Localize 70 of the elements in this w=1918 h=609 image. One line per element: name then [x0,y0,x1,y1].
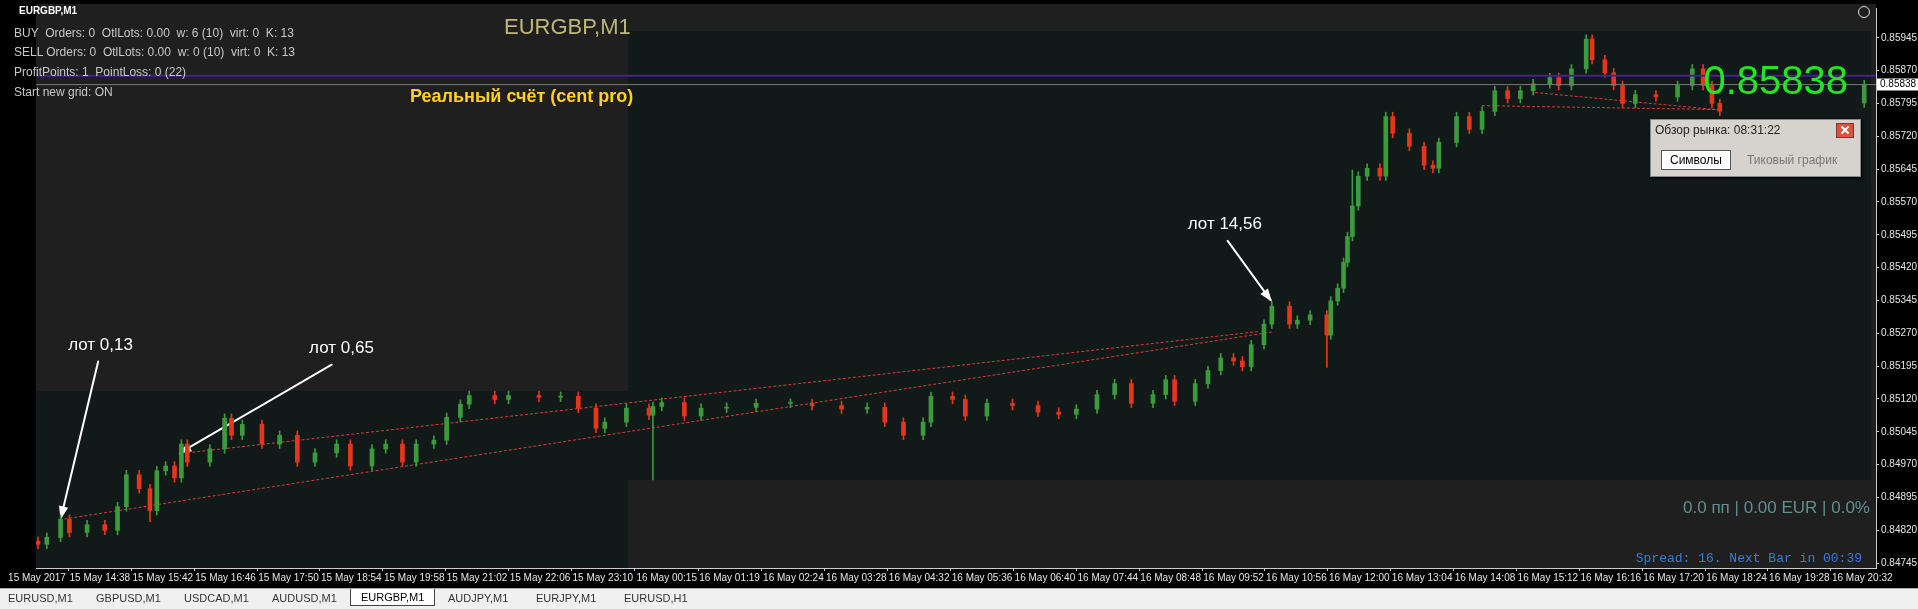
text: Реальный счёт (cent pro) [410,86,634,107]
chart-title: EURGBP,M1 [504,14,631,40]
x-tick-label: 16 May 12:00 [1328,571,1390,583]
y-tick-label: 0.85045 [1881,425,1918,437]
y-tick-label: 0.84895 [1881,491,1918,503]
x-tick-label: 16 May 06:40 [1014,571,1076,583]
x-tick-label: 16 May 02:24 [763,571,825,583]
y-tick-label: 0.85645 [1881,162,1918,174]
annotation: SELL Orders: 0 OtlLots: 0.00 w: 0 (10) virt: 0 K: 13 [14,45,296,59]
x-tick-label: 16 May 16:16 [1580,571,1642,583]
x-tick-label: 15 May 23:10 [572,571,634,583]
annotation: Start new grid: ON [14,85,113,99]
annotation: лот 0,65 [309,338,374,358]
y-tick-label: 0.85120 [1881,392,1918,404]
annotation: лот 0,13 [68,335,133,355]
text: EURGBP,M1 [350,589,436,606]
x-tick-label: 15 May 16:46 [195,571,257,583]
x-tick-label: 16 May 15:12 [1517,571,1579,583]
text: EURJPY,M1 [536,592,597,604]
text: EURUSD,M1 [8,592,73,604]
y-tick-label: 0.85195 [1881,359,1918,371]
x-tick-label: 16 May 09:52 [1203,571,1265,583]
x-tick-label: 16 May 13:04 [1391,571,1453,583]
x-tick-label: 16 May 08:48 [1140,571,1202,583]
y-tick-label: 0.85795 [1881,97,1918,109]
annotation: лот 14,56 [1187,214,1262,234]
y-tick-label: 0.85270 [1881,327,1918,339]
text: AUDJPY,M1 [448,592,509,604]
annotation: EURGBP,M1 [19,5,78,16]
x-tick-label: 16 May 19:28 [1769,571,1831,583]
x-tick-label: 16 May 07:44 [1077,571,1139,583]
x-tick-label: 16 May 10:56 [1266,571,1328,583]
y-tick-label: 0.85720 [1881,130,1918,142]
x-tick-label: 15 May 2017 [8,571,67,583]
y-tick-label: 0.84970 [1881,458,1918,470]
x-tick-label: 16 May 04:32 [888,571,950,583]
x-tick-label: 16 May 01:19 [699,571,761,583]
x-tick-label: 16 May 00:15 [636,571,698,583]
x-tick-label: 16 May 05:36 [951,571,1013,583]
y-tick-label: 0.85420 [1881,261,1918,273]
y-tick-label: 0.85870 [1881,64,1918,76]
x-tick-label: 16 May 18:24 [1706,571,1768,583]
text: GBPUSD,M1 [96,592,161,604]
x-tick-label: 15 May 15:42 [132,571,194,583]
annotation: Тиковый график [1746,152,1839,168]
x-tick-label: 16 May 14:08 [1454,571,1516,583]
x-tick-label: 15 May 22:06 [509,571,571,583]
text: USDCAD,M1 [184,592,249,604]
x-tick-label: 16 May 20:32 [1831,571,1893,583]
annotation: Spread: 16. Next Bar in 00:39 [1635,551,1862,566]
y-tick-label: 0.85495 [1881,228,1918,240]
x-tick-label: 16 May 03:28 [825,571,888,583]
x-tick-label: 15 May 21:02 [446,571,508,583]
y-tick-label: 0.84745 [1881,556,1918,568]
y-tick-label: 0.85345 [1881,294,1918,306]
y-tick-label: 0.85945 [1881,31,1918,43]
x-tick-label: 15 May 18:54 [321,571,383,583]
text: EURUSD,H1 [624,592,688,604]
annotation: Символы [1661,150,1731,170]
x-tick-label: 16 May 17:20 [1643,571,1705,583]
ref-line-label: 0.85838 [1880,78,1917,90]
x-tick-label: 15 May 17:50 [258,571,320,583]
text: AUDUSD,M1 [272,592,337,604]
x-tick-label: 15 May 14:38 [69,571,131,583]
y-tick-label: 0.85570 [1881,195,1918,207]
annotation: Обзор рынка: 08:31:22 [1655,123,1781,137]
x-tick-label: 15 May 19:58 [383,571,445,583]
y-tick-label: 0.84820 [1881,524,1918,536]
annotation: BUY Orders: 0 OtlLots: 0.00 w: 6 (10) virt: 0 K: 13 [14,26,294,40]
annotation: 0.0 пп | 0.00 EUR | 0.0% [1683,498,1870,518]
